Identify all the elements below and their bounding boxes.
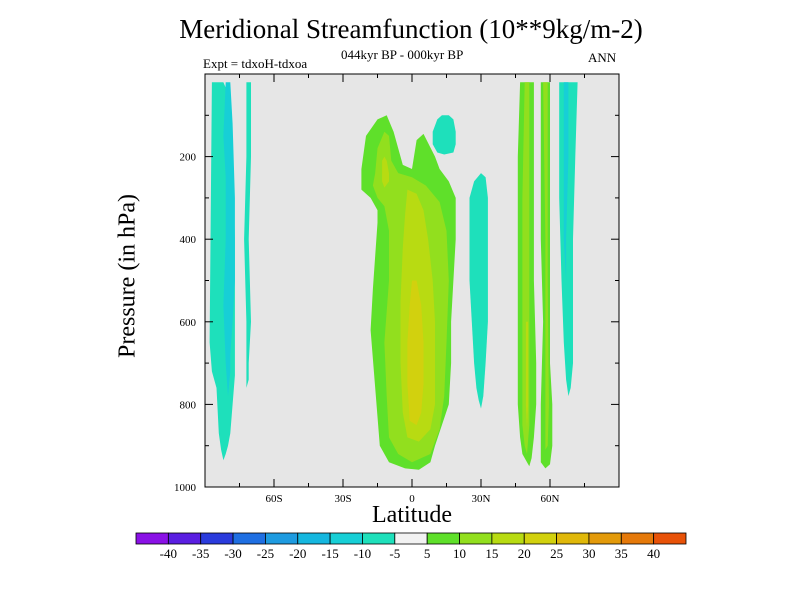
colorbar-label-14: 35 — [615, 546, 628, 561]
colorbar-swatch-14 — [588, 532, 622, 545]
colorbar-swatch-8 — [394, 532, 428, 545]
chart-subtitle: 044kyr BP - 000kyr BP — [341, 47, 464, 62]
contour-region-16 — [563, 82, 569, 281]
colorbar-label-10: 15 — [485, 546, 498, 561]
colorbar-swatch-1 — [167, 532, 202, 545]
contour-region-8 — [432, 115, 456, 155]
colorbar-label-6: -10 — [354, 546, 371, 561]
colorbar-label-5: -15 — [321, 546, 338, 561]
contour-region-9 — [469, 173, 488, 409]
contour-region-14 — [543, 82, 549, 450]
colorbar-swatch-15 — [620, 532, 655, 545]
colorbar-label-1: -35 — [192, 546, 209, 561]
contour-region-5 — [382, 156, 389, 188]
colorbar-label-2: -30 — [224, 546, 241, 561]
colorbar-swatch-13 — [556, 532, 590, 545]
colorbar-swatch-7 — [362, 532, 396, 545]
contour-region-7 — [407, 280, 424, 426]
colorbar-swatch-12 — [523, 532, 557, 545]
contour-region-2 — [244, 82, 251, 388]
y-tick-label-3: 800 — [180, 399, 197, 411]
y-tick-label-1: 400 — [180, 234, 197, 246]
x-tick-label-1: 30S — [334, 493, 351, 505]
colorbar-label-13: 30 — [582, 546, 595, 561]
colorbar-label-7: -5 — [389, 546, 400, 561]
colorbar-swatch-6 — [329, 532, 363, 545]
colorbar-swatch-0 — [135, 532, 169, 545]
y-tick-label-2: 600 — [180, 317, 197, 329]
colorbar-swatch-5 — [297, 532, 331, 545]
colorbar-label-9: 10 — [453, 546, 466, 561]
colorbar: -40 -35 -30 -25 -20 -15 -10 -5 5 10 15 20 25 30 35 40 — [135, 532, 687, 561]
y-tick-label-0: 200 — [180, 152, 197, 164]
x-tick-label-2: 0 — [409, 493, 415, 505]
x-tick-label-0: 60S — [265, 493, 282, 505]
colorbar-swatch-4 — [265, 532, 299, 545]
season-label: ANN — [588, 50, 617, 65]
colorbar-label-12: 25 — [550, 546, 563, 561]
colorbar-swatch-11 — [491, 532, 525, 545]
x-tick-label-3: 30N — [472, 493, 491, 505]
colorbar-label-8: 5 — [424, 546, 431, 561]
colorbar-swatch-3 — [232, 532, 266, 545]
x-axis-label: Latitude — [372, 502, 452, 528]
y-axis-label: Pressure (in hPa) — [114, 194, 141, 358]
contour-regions — [209, 82, 578, 470]
colorbar-swatch-2 — [200, 532, 234, 545]
colorbar-swatch-10 — [459, 532, 493, 545]
chart-title: Meridional Streamfunction (10**9kg/m-2) — [179, 14, 643, 44]
colorbar-label-3: -25 — [257, 546, 274, 561]
colorbar-label-15: 40 — [647, 546, 660, 561]
colorbar-swatch-16 — [653, 532, 687, 545]
colorbar-label-11: 20 — [518, 546, 531, 561]
contour-region-1 — [223, 82, 235, 397]
axis-ticks: 60S 30S 0 30N 60N 200 400 600 800 1000 — [174, 74, 619, 505]
colorbar-label-0: -40 — [160, 546, 177, 561]
contour-region-12 — [525, 321, 529, 430]
x-tick-label-4: 60N — [541, 493, 560, 505]
colorbar-swatch-9 — [426, 532, 460, 545]
experiment-label: Expt = tdxoH-tdxoa — [203, 56, 308, 71]
y-tick-label-4: 1000 — [174, 482, 197, 494]
colorbar-label-4: -20 — [289, 546, 306, 561]
